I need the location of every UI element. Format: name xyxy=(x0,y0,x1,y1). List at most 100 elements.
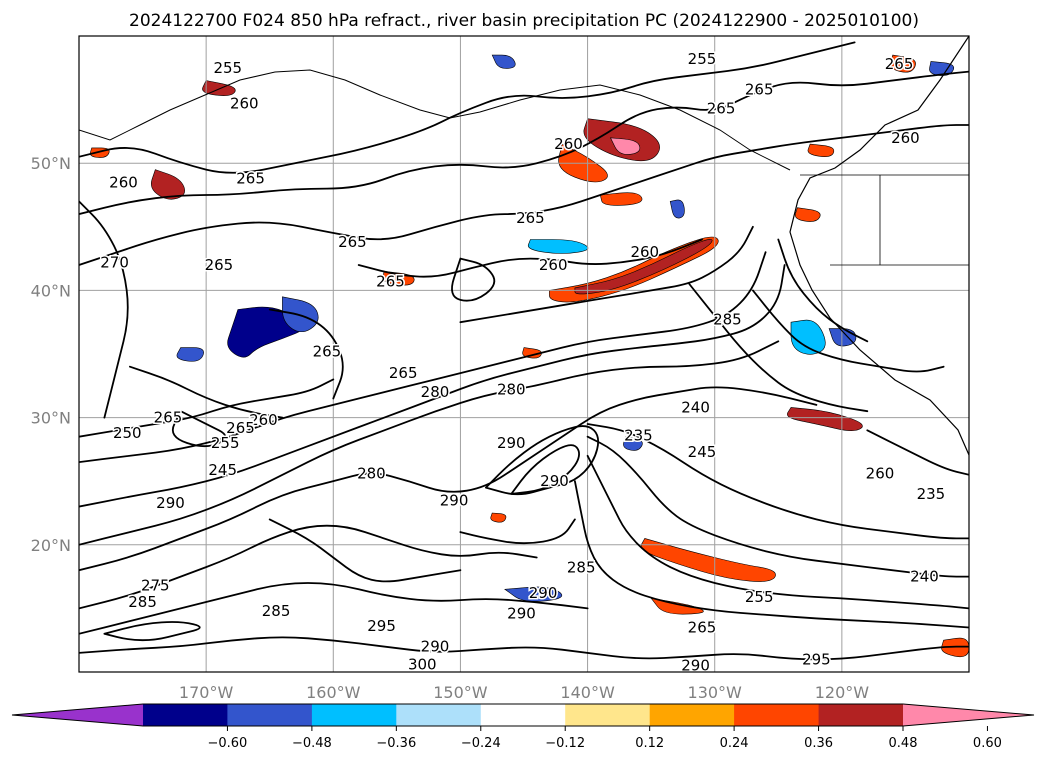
colorbar-tick-label: −0.24 xyxy=(461,736,501,751)
contour-line-0 xyxy=(79,41,856,174)
colorbar-tick-label: 0.12 xyxy=(635,736,664,751)
x-tick-label: 150°W xyxy=(433,683,488,702)
y-tick-label: 20°N xyxy=(31,536,71,555)
contour-label-36: 260 xyxy=(866,465,895,483)
contour-label-14: 265 xyxy=(707,100,736,118)
colorbar-tick-label: 0.60 xyxy=(973,736,1002,751)
contour-label-45: 290 xyxy=(421,638,450,656)
contour-line-7 xyxy=(79,264,786,508)
colorbar-tick-label: −0.48 xyxy=(292,736,332,751)
colorbar-segment-6 xyxy=(649,704,735,726)
contour-label-16: 260 xyxy=(891,129,920,147)
x-axis-ticks: 170°W 160°W 150°W 140°W 130°W 120°W xyxy=(179,683,869,702)
precip-region-25 xyxy=(807,143,835,157)
precip-region-5 xyxy=(669,199,685,219)
contour-label-3: 265 xyxy=(236,170,265,188)
colorbar-tick-label: 0.24 xyxy=(720,736,749,751)
colorbar-segment-5 xyxy=(565,704,651,726)
contour-label-17: 285 xyxy=(713,311,742,329)
contour-label-9: 260 xyxy=(554,135,583,153)
contour-label-35: 245 xyxy=(688,443,717,461)
contour-label-25: 250 xyxy=(113,424,142,442)
contour-line-13 xyxy=(586,435,969,578)
contour-label-39: 285 xyxy=(128,593,157,611)
x-tick-label: 120°W xyxy=(815,683,870,702)
contour-line-4 xyxy=(357,238,703,278)
contour-label-27: 245 xyxy=(208,461,237,479)
contour-line-17 xyxy=(79,582,589,635)
contour-label-40: 275 xyxy=(141,577,170,595)
contour-line-27 xyxy=(459,518,576,545)
contour-line-1 xyxy=(79,70,969,215)
contour-label-2: 260 xyxy=(109,173,138,191)
colorbar-outline xyxy=(11,703,1035,727)
precip-region-7 xyxy=(623,436,643,451)
contour-label-46: 300 xyxy=(408,655,437,673)
contour-label-48: 255 xyxy=(745,588,774,606)
precip-region-12 xyxy=(609,137,641,155)
colorbar-segment-8 xyxy=(818,704,904,726)
gridlines xyxy=(79,36,969,672)
contour-label-7: 265 xyxy=(376,273,405,291)
precip-region-22 xyxy=(640,538,776,582)
contour-line-9 xyxy=(79,386,818,572)
y-tick-label: 40°N xyxy=(31,281,71,300)
contour-label-26: 255 xyxy=(211,434,240,452)
contour-label-30: 290 xyxy=(540,472,569,490)
x-tick-label: 140°W xyxy=(560,683,615,702)
contour-label-49: 265 xyxy=(688,619,717,637)
precip-region-9 xyxy=(790,319,826,355)
precipitation-fill-layer xyxy=(89,54,969,658)
colorbar: −0.60 −0.48 −0.36 −0.24 −0.12 0.12 0.24 0.36 0.4… xyxy=(11,703,1035,751)
colorbar-tick-label: 0.36 xyxy=(804,736,833,751)
y-tick-label: 50°N xyxy=(31,154,71,173)
contour-label-32: 280 xyxy=(357,465,386,483)
map-frame xyxy=(78,35,970,673)
contour-label-31: 290 xyxy=(440,491,469,509)
contour-label-5: 265 xyxy=(205,256,234,274)
contour-label-33: 240 xyxy=(681,398,710,416)
contour-line-21 xyxy=(752,289,945,373)
contour-label-18: 265 xyxy=(313,343,342,361)
contour-label-47: 240 xyxy=(910,568,939,586)
contour-line-24 xyxy=(129,365,284,419)
contour-line-22 xyxy=(777,238,869,343)
colorbar-segment-3 xyxy=(396,704,482,726)
alaska-coastline xyxy=(79,69,791,171)
colorbar-segment-1 xyxy=(227,704,313,726)
contour-line-16 xyxy=(79,524,538,610)
contour-line-18 xyxy=(103,621,201,642)
contour-label-37: 235 xyxy=(917,485,946,503)
contour-line-2 xyxy=(79,124,969,266)
precip-region-2 xyxy=(176,347,204,362)
precip-region-8 xyxy=(929,61,955,76)
y-axis-ticks: 50°N 40°N 30°N 20°N xyxy=(31,154,71,555)
contour-label-38: 285 xyxy=(567,559,596,577)
contour-line-20 xyxy=(688,283,869,413)
colorbar-segment-4 xyxy=(480,704,566,726)
precip-region-17 xyxy=(151,169,185,200)
precip-region-24 xyxy=(890,54,916,73)
precip-region-15 xyxy=(574,239,713,295)
contour-label-21: 280 xyxy=(497,381,526,399)
contour-line-6 xyxy=(79,251,767,463)
precip-region-16 xyxy=(599,192,643,206)
colorbar-segment-7 xyxy=(734,704,819,726)
x-tick-label: 170°W xyxy=(179,683,234,702)
coastline xyxy=(79,36,969,456)
precip-region-21 xyxy=(786,407,863,431)
x-tick-label: 160°W xyxy=(306,683,361,702)
x-tick-label: 130°W xyxy=(688,683,743,702)
y-tick-label: 30°N xyxy=(31,409,71,428)
contour-label-43: 290 xyxy=(507,605,536,623)
contour-label-1: 260 xyxy=(230,94,259,112)
colorbar-segment-0 xyxy=(143,704,228,726)
contour-label-0: 255 xyxy=(213,59,242,77)
contour-label-15: 265 xyxy=(885,55,914,73)
contour-label-23: 260 xyxy=(249,411,278,429)
contour-line-19 xyxy=(79,636,969,661)
colorbar-extend-low xyxy=(12,704,143,726)
contour-line-15 xyxy=(574,480,969,629)
contour-line-3 xyxy=(79,200,129,419)
